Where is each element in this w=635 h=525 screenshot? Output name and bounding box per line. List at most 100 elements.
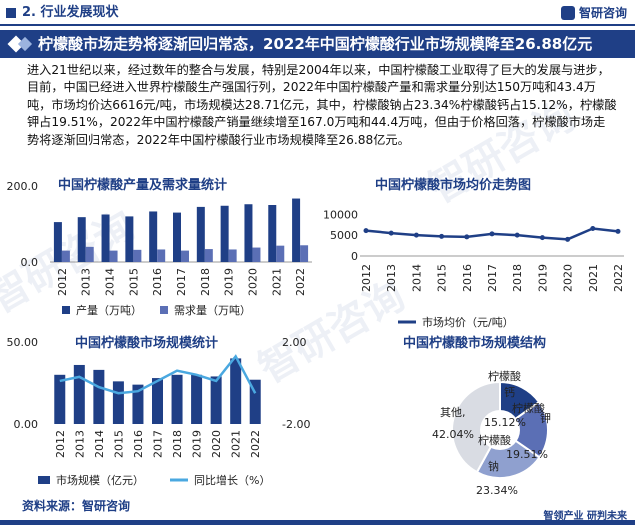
slogan: 智领产业 研判未来 — [543, 511, 627, 522]
y-tick-label: 200.0 — [7, 180, 39, 193]
bar-production — [244, 204, 253, 262]
x-tick-label: 2021 — [230, 430, 243, 458]
y-tick-label: 0 — [351, 250, 358, 263]
legend-label-growth: 同比增长（%） — [194, 473, 270, 487]
slice-value-k: 19.51% — [506, 448, 548, 461]
bar-market-size — [210, 376, 222, 424]
slice-label-na: 钠 — [488, 459, 499, 473]
price-point — [489, 231, 495, 237]
bar-production — [292, 198, 301, 262]
chart-avg-price: 0 5000 10000 2012 2013 2014 2015 2016 2017 2018 20… — [323, 208, 625, 329]
y-tick-label: 50.00 — [7, 336, 39, 349]
x-tick-label: 2017 — [486, 264, 499, 292]
bar-demand — [85, 246, 94, 262]
bar-demand — [300, 245, 309, 262]
bar-demand — [157, 249, 166, 262]
y-tick-label: 0.0 — [21, 256, 39, 269]
bar-market-size — [112, 381, 124, 424]
price-point — [590, 226, 596, 231]
bar-production — [196, 206, 205, 262]
section-label-text: 2. 行业发展现状 — [22, 5, 119, 20]
bar-market-size — [171, 374, 183, 424]
legend-swatch-production — [62, 306, 70, 314]
y-tick-label: 0.00 — [14, 418, 39, 431]
chart-production-demand: 200.0 0.0 2012 2013 2014 2015 2016 2017 2018 2019… — [7, 180, 312, 317]
x-tick-label: 2012 — [56, 268, 69, 296]
bar-production — [149, 211, 158, 262]
x-tick-label: 2018 — [199, 268, 212, 296]
section-square-icon — [6, 8, 16, 18]
x-tick-label: 2020 — [210, 430, 223, 458]
bar-demand — [133, 249, 142, 262]
price-point — [439, 233, 445, 239]
y2-tick-label: 2.00 — [282, 336, 307, 349]
bar-production — [53, 222, 62, 262]
x-tick-label: 2018 — [171, 430, 184, 458]
bar-market-size — [54, 374, 66, 424]
top-bar: 2. 行业发展现状 智研咨询 — [0, 0, 635, 26]
growth-line — [59, 354, 257, 395]
x-tick-label: 2021 — [587, 264, 600, 292]
chart-market-size: 50.00 0.00 2.00 -2.00 2012 2013 2014 2015 2016 20… — [7, 336, 311, 487]
x-tick-label: 2015 — [112, 430, 125, 458]
y-tick-label: 10000 — [323, 208, 358, 221]
slice-label-k: 柠檬酸 — [512, 401, 545, 415]
bar-demand — [228, 249, 237, 262]
x-tick-label: 2020 — [562, 264, 575, 292]
x-tick-label: 2014 — [410, 264, 423, 292]
bar-production — [268, 205, 277, 262]
pie-slice — [475, 428, 541, 479]
y2-tick-label: -2.00 — [282, 418, 310, 431]
x-tick-label: 2018 — [511, 264, 524, 292]
x-tick-label: 2017 — [152, 430, 165, 458]
slice-label-ca: 钙 — [504, 385, 515, 399]
bar-market-size — [152, 378, 163, 424]
bar-demand — [276, 245, 285, 262]
x-tick-label: 2014 — [93, 430, 106, 458]
slice-value-ca: 15.12% — [484, 416, 526, 429]
slice-label-ca: 柠檬酸 — [488, 369, 521, 383]
price-point — [514, 232, 520, 238]
y-tick-label: 5000 — [330, 229, 358, 242]
x-tick-label: 2015 — [436, 264, 449, 292]
bar-market-size — [249, 379, 261, 424]
x-tick-label: 2019 — [191, 430, 204, 458]
bar-production — [220, 205, 229, 262]
slice-label-k: 钾 — [540, 411, 551, 425]
price-point — [464, 234, 470, 240]
x-tick-label: 2017 — [175, 268, 188, 296]
bar-production — [173, 212, 181, 262]
chart-title-production: 中国柠檬酸产量及需求量统计 — [58, 178, 228, 193]
price-point — [565, 236, 571, 242]
legend-swatch-demand — [160, 306, 168, 314]
x-tick-label: 2019 — [223, 268, 236, 296]
x-tick-label: 2022 — [612, 264, 625, 292]
chart-title-market-size: 中国柠檬酸市场规模统计 — [75, 336, 219, 351]
bar-demand — [61, 250, 70, 262]
x-tick-label: 2022 — [249, 430, 262, 458]
brand-logo: 智研咨询 — [560, 3, 627, 23]
price-point — [363, 228, 369, 234]
source-note: 资料来源：智研咨询 — [22, 499, 131, 513]
pie-slice — [498, 400, 549, 459]
x-tick-label: 2016 — [461, 264, 474, 292]
x-tick-label: 2014 — [104, 268, 117, 296]
x-tick-label: 2020 — [246, 268, 259, 296]
slice-label-other: 其他, — [440, 406, 466, 419]
x-tick-label: 2022 — [294, 268, 307, 296]
price-point — [615, 228, 621, 234]
x-tick-label: 2016 — [132, 430, 145, 458]
x-tick-label: 2013 — [73, 430, 86, 458]
legend-label-price: 市场均价（元/吨） — [422, 315, 514, 329]
bar-production — [77, 217, 86, 262]
bar-demand — [204, 249, 213, 262]
body-paragraph: 进入21世纪以来，经过数年的整合与发展，特别是2004年以来，中国柠檬酸工业取得… — [27, 63, 617, 147]
bar-market-size — [73, 364, 85, 424]
slice-label-na: 柠檬酸 — [478, 433, 511, 447]
slice-value-other: 42.04% — [432, 428, 474, 441]
bar-market-size — [191, 374, 203, 424]
bar-demand — [109, 250, 118, 262]
bar-market-size — [230, 358, 242, 424]
bar-production — [101, 214, 110, 262]
